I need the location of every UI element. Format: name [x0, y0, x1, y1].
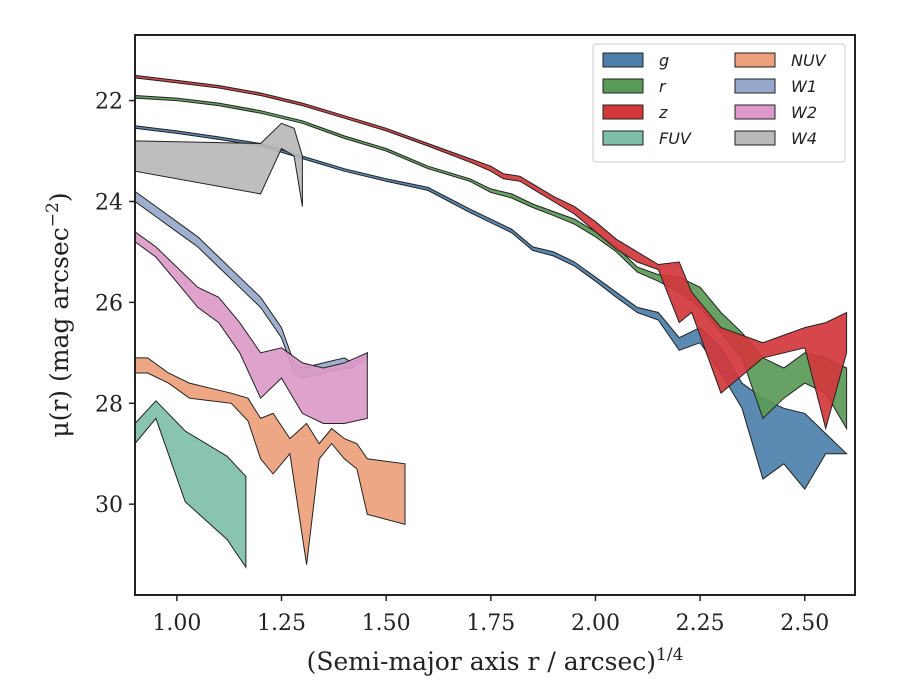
legend-label: r — [659, 77, 667, 96]
x-tick-label: 1.50 — [362, 611, 411, 636]
band-r — [134, 94, 848, 431]
legend-item-fuv: FUV — [602, 129, 692, 148]
legend-swatch — [602, 52, 644, 68]
legend-item-g: g — [602, 51, 669, 70]
band-w2 — [134, 230, 368, 424]
y-tick-label: 24 — [95, 190, 123, 215]
y-tick-label: 26 — [95, 291, 123, 316]
series-g — [134, 125, 848, 490]
series-layer — [134, 74, 848, 569]
legend-item-nuv: NUV — [734, 51, 827, 70]
x-tick-label: 2.50 — [780, 611, 829, 636]
legend-label: W4 — [791, 129, 817, 148]
legend-item-z: z — [602, 103, 668, 122]
band-g — [134, 125, 848, 490]
legend-item-w4: W4 — [734, 129, 817, 148]
band-w4 — [134, 122, 303, 207]
legend-item-r: r — [602, 77, 667, 96]
y-tick-label: 30 — [95, 493, 123, 518]
band-fuv — [134, 400, 247, 569]
band-nuv — [134, 357, 406, 565]
plot-frame — [134, 34, 856, 596]
legend-box — [592, 43, 846, 163]
legend-swatch — [734, 104, 776, 120]
series-z — [134, 74, 848, 431]
legend-swatch — [734, 78, 776, 94]
series-w2 — [134, 230, 368, 424]
ticks-layer: 1.00 1.25 1.50 1.75 2.00 2.25 2.50 22 24 26 28 30 — [95, 90, 829, 636]
legend-swatch — [734, 52, 776, 68]
y-tick-label: 22 — [95, 90, 123, 115]
legend-label: W2 — [791, 103, 817, 122]
legend-label: FUV — [659, 129, 692, 148]
legend-label: z — [658, 103, 668, 122]
series-r — [134, 94, 848, 431]
x-axis-label: (Semi-major axis r / arcsec)1/4 — [307, 645, 684, 676]
x-tick-label: 1.75 — [466, 611, 515, 636]
y-axis-label: μ(r) (mag arcsec−2) — [43, 192, 74, 437]
series-fuv — [134, 400, 247, 569]
series-nuv — [134, 357, 406, 565]
band-z — [134, 74, 848, 431]
legend: grz FUV NUV W1 W2 W4 — [592, 43, 846, 163]
x-tick-label: 1.25 — [257, 611, 306, 636]
x-tick-label: 2.00 — [571, 611, 620, 636]
y-tick-label: 28 — [95, 392, 123, 417]
legend-label: NUV — [791, 51, 827, 70]
x-tick-label: 1.00 — [152, 611, 201, 636]
legend-swatch — [602, 78, 644, 94]
legend-swatch — [602, 104, 644, 120]
legend-item-w2: W2 — [734, 103, 817, 122]
legend-item-w1: W1 — [734, 77, 817, 96]
legend-label: g — [659, 51, 669, 70]
legend-label: W1 — [791, 77, 817, 96]
series-w4 — [134, 122, 303, 207]
legend-swatch — [734, 130, 776, 146]
legend-swatch — [602, 130, 644, 146]
x-tick-label: 2.25 — [676, 611, 725, 636]
